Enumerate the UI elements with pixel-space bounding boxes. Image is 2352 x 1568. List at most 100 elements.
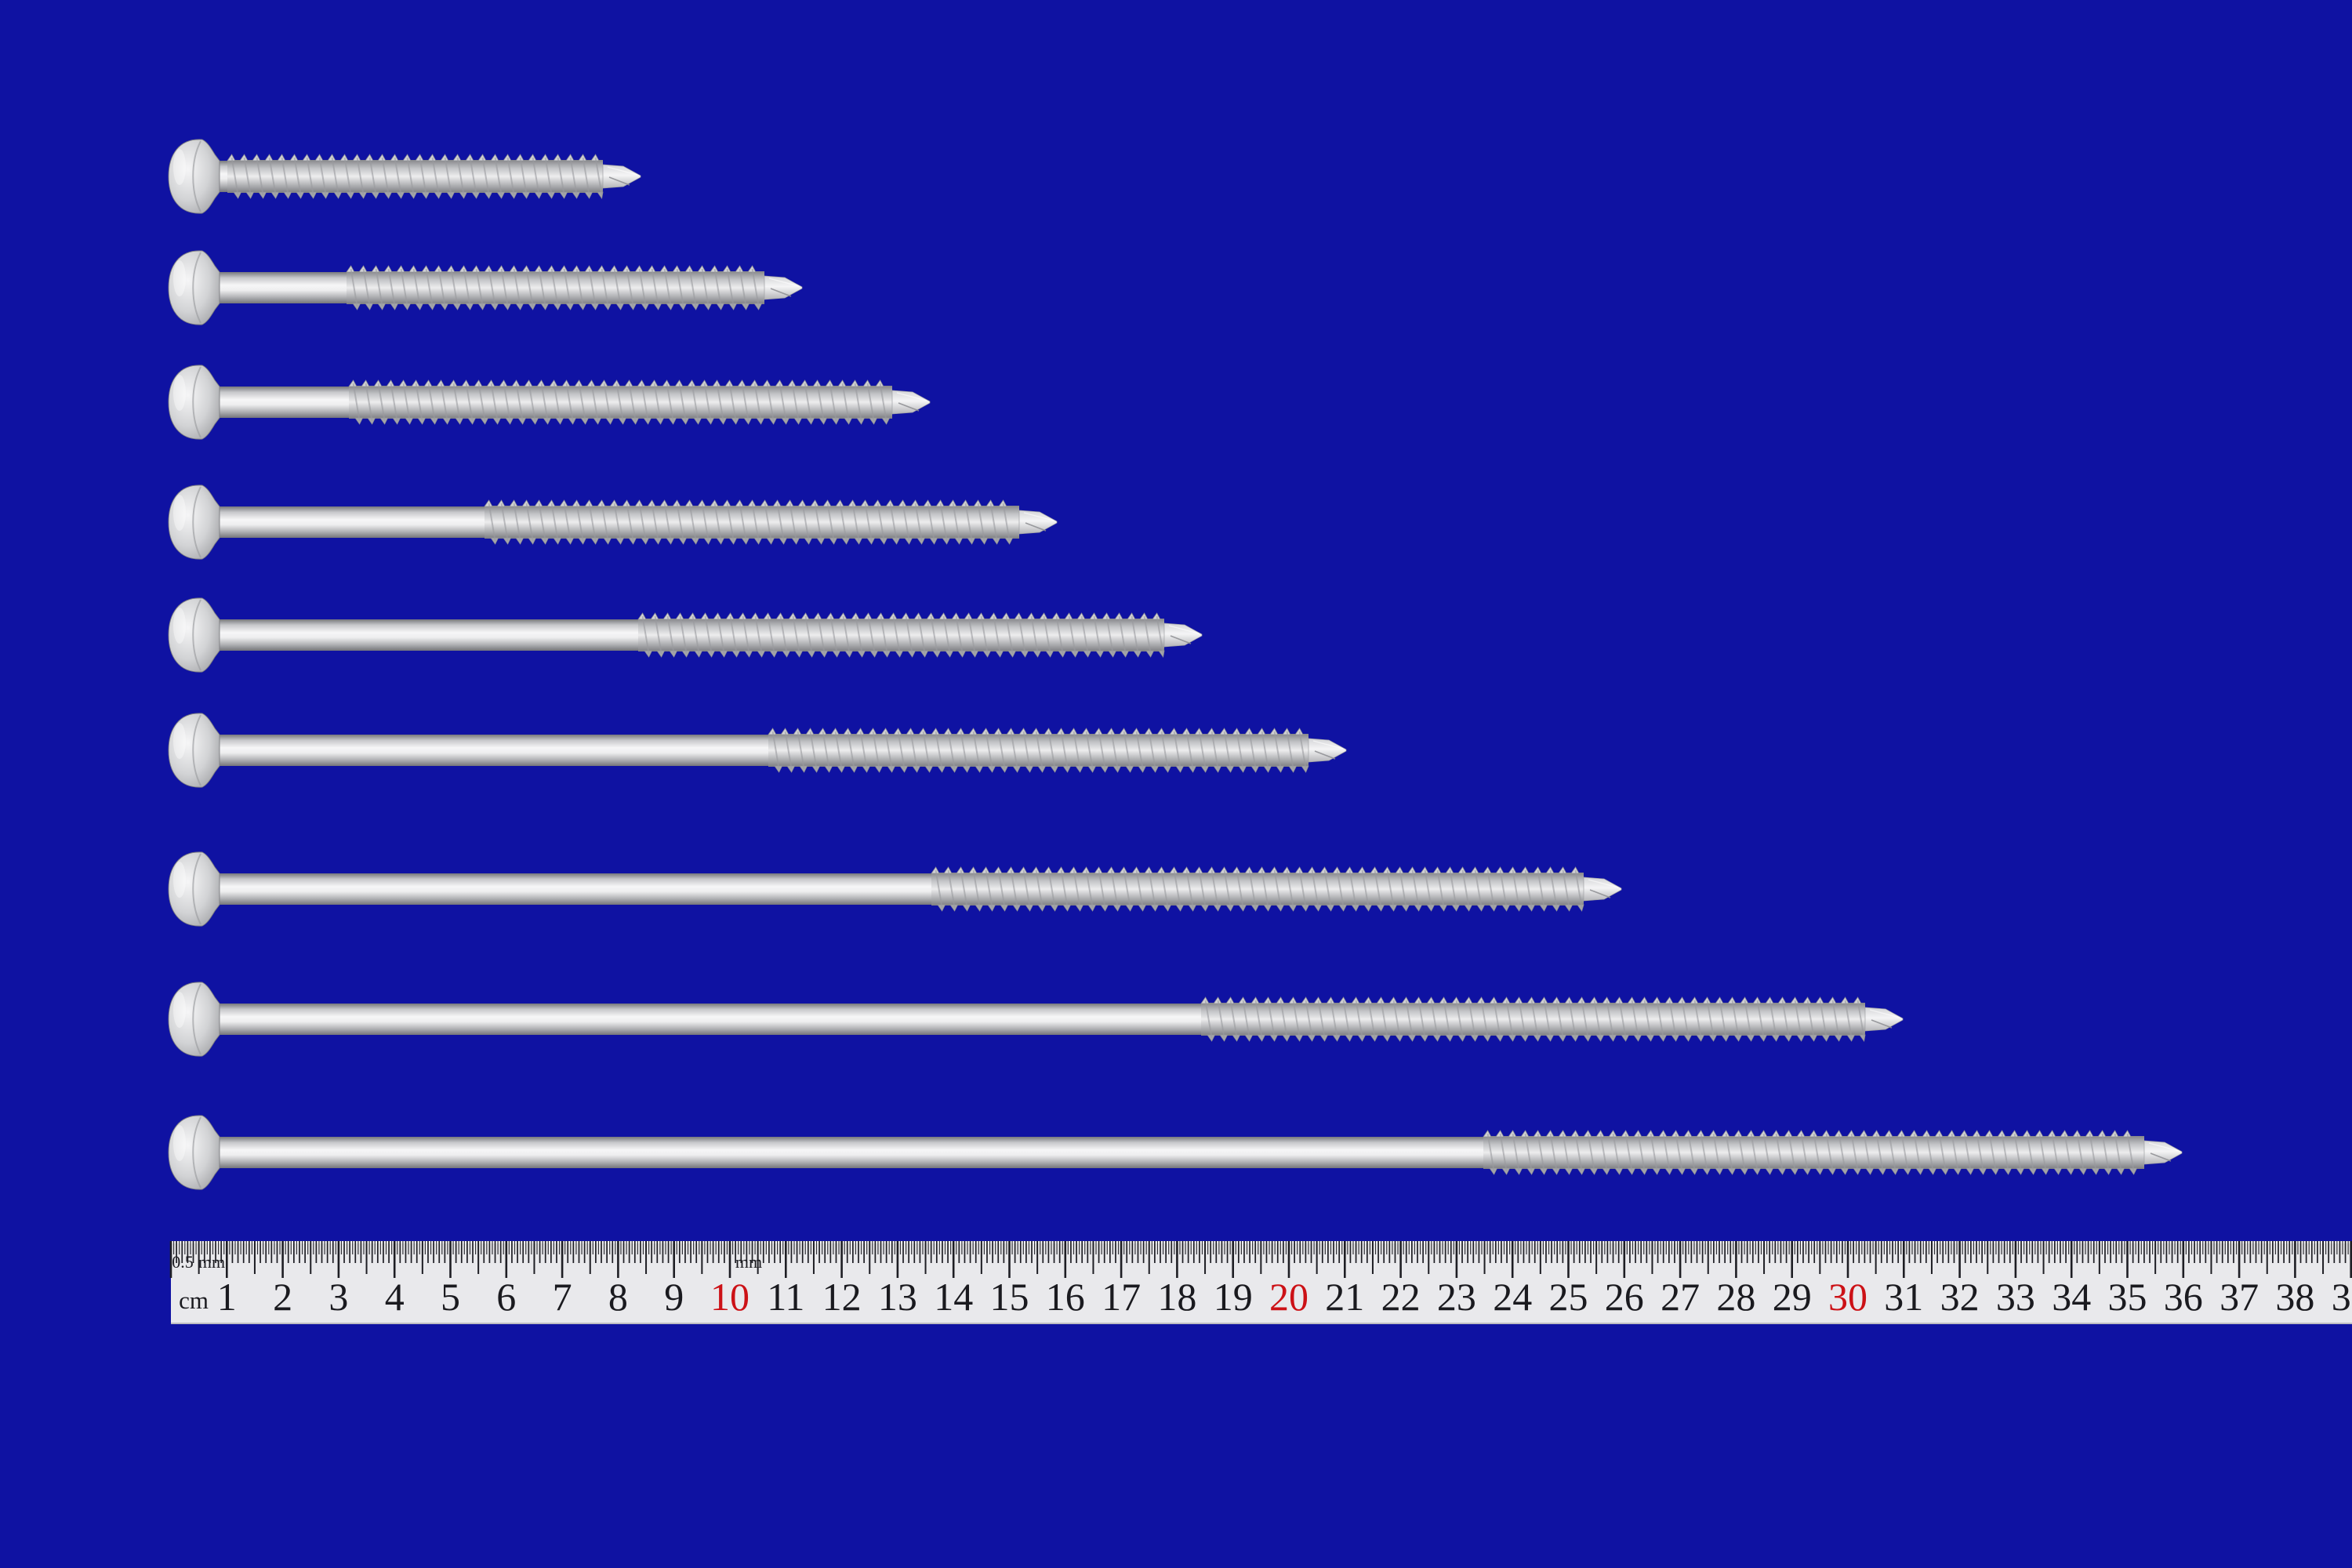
thread-crest (750, 612, 760, 620)
thread-crest (1338, 996, 1348, 1004)
thread-groove (1035, 731, 1044, 770)
thread-groove (1342, 1000, 1351, 1039)
thread-crest (559, 499, 568, 507)
thread-crest (1169, 728, 1178, 735)
screw-7 (168, 851, 1622, 927)
thread-groove (1737, 1133, 1746, 1172)
thread-crest (499, 379, 508, 387)
thread-crest (1545, 866, 1555, 874)
thread-crest (976, 612, 985, 620)
thread-crest (1934, 1130, 1944, 1138)
ruler-number-37: 37 (2220, 1275, 2259, 1319)
thread-crest (710, 265, 719, 273)
ruler-number-2: 2 (273, 1275, 292, 1319)
thread-crest (1144, 866, 1153, 874)
thread-groove (654, 615, 662, 655)
thread-crest (1181, 866, 1191, 874)
thread-groove (1185, 731, 1194, 770)
screw-drill-tip (1163, 622, 1203, 648)
thread-crest (1094, 866, 1103, 874)
thread-crest (1483, 866, 1492, 874)
thread-crest (968, 728, 978, 735)
thread-crest (396, 265, 405, 273)
thread-groove (842, 615, 851, 655)
ruler-number-16: 16 (1046, 1275, 1085, 1319)
thread-groove (488, 268, 496, 307)
thread-groove (352, 383, 361, 422)
thread-groove (1831, 1000, 1840, 1039)
thread-crest (888, 612, 898, 620)
head-highlight (173, 608, 186, 644)
thread-groove (1599, 1133, 1608, 1172)
thread-crest (1207, 866, 1216, 874)
thread-crest (484, 265, 493, 273)
thread-groove (1875, 1133, 1884, 1172)
thread-crest (1457, 866, 1467, 874)
thread-crest (725, 612, 735, 620)
thread-crest (386, 379, 395, 387)
drill-highlight (1312, 740, 1344, 750)
thread-crest (1351, 996, 1360, 1004)
thread-crest (461, 379, 470, 387)
thread-crest (1552, 996, 1561, 1004)
thread-crest (659, 499, 669, 507)
thread-crest (239, 154, 249, 162)
ruler-number-30: 30 (1828, 1275, 1867, 1319)
thread-groove (1073, 869, 1081, 909)
thread-groove (947, 731, 956, 770)
thread-groove (400, 268, 408, 307)
thread-groove (1223, 869, 1232, 909)
thread-groove (268, 157, 277, 196)
thread-crest (1702, 996, 1711, 1004)
thread-groove (1010, 869, 1018, 909)
thread-crest (528, 154, 537, 162)
thread-groove (817, 615, 826, 655)
ruler-number-29: 29 (1773, 1275, 1812, 1319)
thread-crest (398, 379, 408, 387)
thread-crest (436, 379, 445, 387)
thread-crest (2085, 1130, 2094, 1138)
thread-groove (1806, 1000, 1815, 1039)
thread-crest (448, 379, 458, 387)
thread-groove (1098, 869, 1106, 909)
thread-groove (1643, 1000, 1652, 1039)
thread-crest (910, 499, 920, 507)
ruler: 1 2 3 4 5 6 7 8 9 10 11 12 13 14 15 16 17 18 19 20 21 22 23 24 2… (169, 1241, 2352, 1324)
thread-crest (964, 612, 973, 620)
thread-crest (521, 265, 531, 273)
thread-crest (534, 265, 543, 273)
thread-crest (862, 379, 872, 387)
thread-groove (1662, 1133, 1671, 1172)
thread-groove (1637, 1133, 1646, 1172)
thread-crest (574, 379, 583, 387)
thread-crest (1294, 866, 1304, 874)
thread-groove (889, 503, 898, 542)
thread-crest (1809, 1130, 1818, 1138)
thread-groove (897, 731, 906, 770)
thread-crest (1018, 728, 1028, 735)
thread-crest (590, 154, 600, 162)
thread-crest (1238, 996, 1247, 1004)
thread-crest (981, 866, 990, 874)
thread-groove (1537, 1133, 1545, 1172)
thread-crest (2060, 1130, 2069, 1138)
head-rim-line (192, 599, 201, 671)
ruler-number-1: 1 (217, 1275, 237, 1319)
thread-groove (1719, 1000, 1727, 1039)
screw-shank (215, 873, 935, 905)
drill-highlight (1869, 1009, 1900, 1018)
thread-groove (406, 157, 415, 196)
thread-groove (544, 157, 553, 196)
thread-crest (1884, 1130, 1893, 1138)
thread-crest (383, 265, 393, 273)
thread-groove (1587, 1133, 1595, 1172)
thread-groove (1173, 869, 1181, 909)
thread-groove (1681, 1000, 1690, 1039)
thread-crest (931, 728, 940, 735)
thread-groove (1574, 1133, 1583, 1172)
thread-crest (931, 866, 940, 874)
thread-groove (2013, 1133, 2022, 1172)
thread-groove (553, 383, 561, 422)
thread-crest (1896, 1130, 1906, 1138)
thread-crest (1014, 612, 1023, 620)
